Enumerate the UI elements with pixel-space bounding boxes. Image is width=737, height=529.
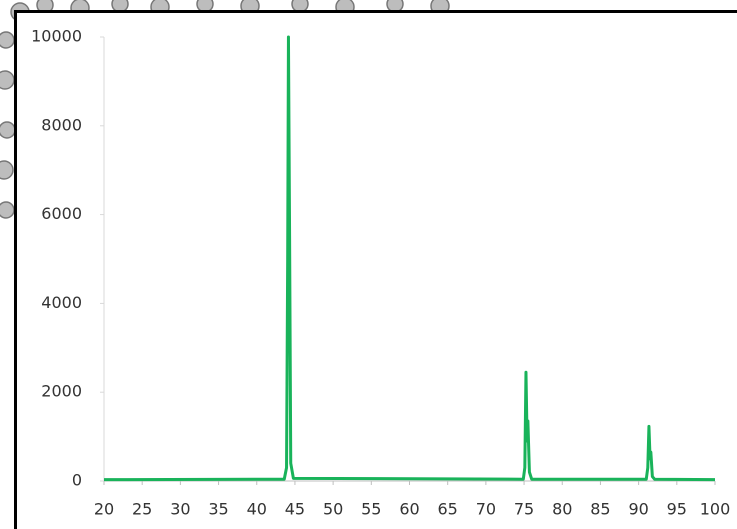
y-tick-label: 4000 — [41, 293, 82, 312]
x-tick-label: 30 — [170, 500, 190, 519]
x-tick-label: 75 — [514, 500, 534, 519]
x-tick-label: 50 — [323, 500, 343, 519]
x-tick-label: 40 — [247, 500, 267, 519]
x-tick-label: 90 — [628, 500, 648, 519]
y-tick-label: 10000 — [31, 27, 82, 46]
x-tick-label: 100 — [700, 500, 731, 519]
x-tick-label: 25 — [132, 500, 152, 519]
x-tick-label: 55 — [361, 500, 381, 519]
x-tick-label: 45 — [285, 500, 305, 519]
y-tick-label: 6000 — [41, 204, 82, 223]
x-tick-label: 80 — [552, 500, 572, 519]
plot-frame — [16, 12, 737, 529]
y-tick-label: 8000 — [41, 115, 82, 134]
x-tick-label: 65 — [438, 500, 458, 519]
x-tick-label: 95 — [667, 500, 687, 519]
x-tick-label: 35 — [208, 500, 228, 519]
y-tick-label: 0 — [72, 471, 82, 490]
y-tick-label: 2000 — [41, 382, 82, 401]
x-tick-label: 85 — [590, 500, 610, 519]
x-tick-label: 60 — [399, 500, 419, 519]
x-tick-label: 70 — [476, 500, 496, 519]
x-tick-label: 20 — [94, 500, 114, 519]
screenshot: 0 2000 4000 6000 8000 10000 20 25 30 35 40 45 50 55 60… — [0, 0, 737, 529]
